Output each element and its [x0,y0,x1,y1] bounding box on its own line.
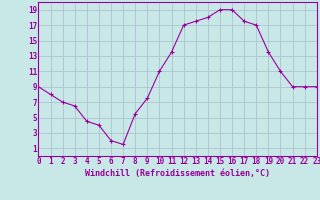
X-axis label: Windchill (Refroidissement éolien,°C): Windchill (Refroidissement éolien,°C) [85,169,270,178]
